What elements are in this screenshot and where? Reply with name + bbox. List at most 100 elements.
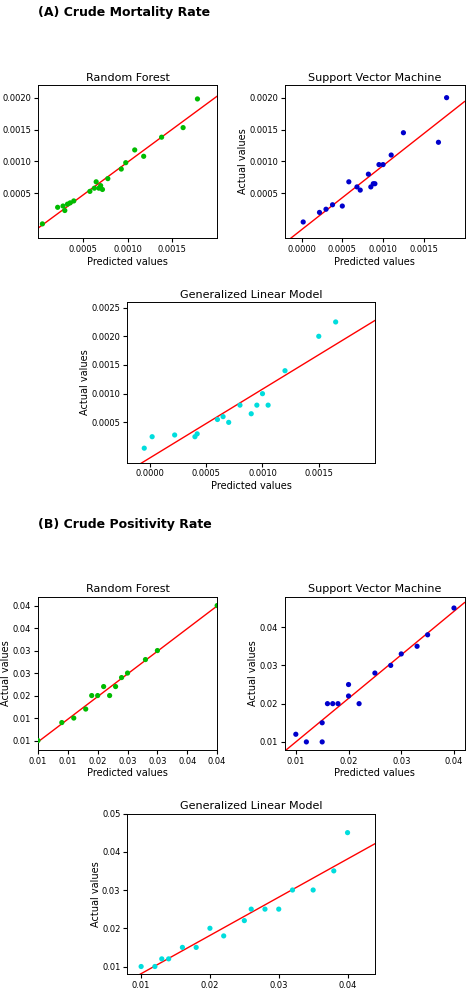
Point bbox=[106, 687, 113, 703]
Point bbox=[118, 161, 125, 177]
Point bbox=[247, 901, 255, 917]
Point bbox=[88, 687, 95, 703]
Point bbox=[329, 695, 337, 711]
Title: Random Forest: Random Forest bbox=[86, 73, 170, 83]
Point bbox=[179, 940, 186, 955]
Point bbox=[165, 951, 173, 967]
Point bbox=[338, 198, 346, 214]
Point bbox=[86, 184, 94, 200]
Y-axis label: Actual values: Actual values bbox=[91, 861, 100, 927]
Y-axis label: Actual values: Actual values bbox=[1, 640, 11, 706]
Point bbox=[330, 863, 337, 879]
Point bbox=[365, 166, 372, 182]
Point bbox=[179, 120, 187, 135]
Point bbox=[369, 176, 377, 192]
Point bbox=[64, 196, 71, 212]
Point bbox=[324, 695, 331, 711]
Point bbox=[443, 90, 450, 106]
Point bbox=[424, 627, 431, 643]
Point bbox=[122, 154, 129, 170]
Point bbox=[137, 958, 145, 974]
Point bbox=[281, 363, 289, 379]
Point bbox=[124, 666, 131, 681]
Point bbox=[82, 701, 90, 717]
Title: Random Forest: Random Forest bbox=[86, 584, 170, 594]
Point bbox=[275, 901, 283, 917]
X-axis label: Predicted values: Predicted values bbox=[335, 768, 415, 778]
Y-axis label: Actual values: Actual values bbox=[0, 129, 1, 194]
Point bbox=[322, 202, 330, 218]
Point bbox=[334, 695, 342, 711]
Point bbox=[259, 386, 266, 402]
Point bbox=[38, 216, 46, 231]
X-axis label: Predicted values: Predicted values bbox=[87, 256, 168, 267]
Point bbox=[112, 678, 119, 694]
Point bbox=[353, 179, 361, 195]
Point bbox=[329, 197, 337, 213]
Title: Support Vector Machine: Support Vector Machine bbox=[308, 584, 442, 594]
Point bbox=[344, 825, 351, 841]
Point bbox=[206, 921, 214, 937]
Point bbox=[191, 429, 199, 445]
Point bbox=[261, 901, 269, 917]
Point bbox=[225, 414, 232, 430]
Title: Generalized Linear Model: Generalized Linear Model bbox=[180, 290, 322, 300]
Point bbox=[356, 695, 363, 711]
X-axis label: Predicted values: Predicted values bbox=[87, 768, 168, 778]
Point bbox=[264, 398, 272, 413]
Point bbox=[171, 427, 178, 443]
Point bbox=[345, 676, 352, 692]
Point bbox=[345, 174, 353, 190]
Point bbox=[131, 142, 138, 158]
Title: Support Vector Machine: Support Vector Machine bbox=[308, 73, 442, 83]
Point bbox=[219, 408, 227, 424]
Point bbox=[154, 643, 161, 659]
Point bbox=[236, 398, 244, 413]
Point bbox=[379, 156, 387, 172]
Point bbox=[59, 198, 67, 214]
Point bbox=[34, 733, 42, 749]
Point bbox=[332, 315, 339, 330]
Point bbox=[247, 405, 255, 421]
Point bbox=[450, 600, 458, 616]
Point bbox=[97, 178, 104, 194]
Point bbox=[387, 658, 394, 674]
Point bbox=[151, 958, 159, 974]
Point bbox=[193, 426, 201, 442]
Point bbox=[70, 193, 78, 209]
Point bbox=[220, 928, 228, 944]
Point bbox=[192, 940, 200, 955]
Point bbox=[371, 666, 379, 681]
Point bbox=[118, 670, 125, 685]
Y-axis label: Actual values: Actual values bbox=[238, 129, 248, 194]
Point bbox=[61, 203, 69, 219]
Point bbox=[54, 200, 62, 216]
Point bbox=[94, 687, 101, 703]
Y-axis label: Actual values: Actual values bbox=[80, 349, 90, 415]
Point bbox=[99, 182, 106, 198]
Point bbox=[316, 205, 323, 221]
Point bbox=[319, 734, 326, 750]
Y-axis label: Actual values: Actual values bbox=[248, 640, 258, 706]
Point bbox=[66, 195, 74, 211]
Text: (B) Crude Positivity Rate: (B) Crude Positivity Rate bbox=[38, 518, 212, 531]
X-axis label: Predicted values: Predicted values bbox=[211, 482, 292, 492]
Point bbox=[100, 678, 108, 694]
Point bbox=[375, 156, 383, 172]
Point bbox=[140, 148, 147, 164]
Point bbox=[413, 638, 421, 654]
Point bbox=[104, 171, 111, 187]
Point bbox=[213, 597, 221, 613]
Point bbox=[400, 125, 407, 140]
Point bbox=[95, 180, 103, 196]
Point bbox=[315, 328, 323, 344]
Point bbox=[158, 130, 165, 145]
Point bbox=[319, 715, 326, 731]
Point bbox=[289, 882, 296, 898]
Point bbox=[70, 710, 78, 726]
Point bbox=[302, 734, 310, 750]
Point bbox=[240, 913, 248, 929]
Point bbox=[58, 715, 65, 731]
Point bbox=[356, 182, 364, 198]
Point bbox=[387, 147, 395, 163]
